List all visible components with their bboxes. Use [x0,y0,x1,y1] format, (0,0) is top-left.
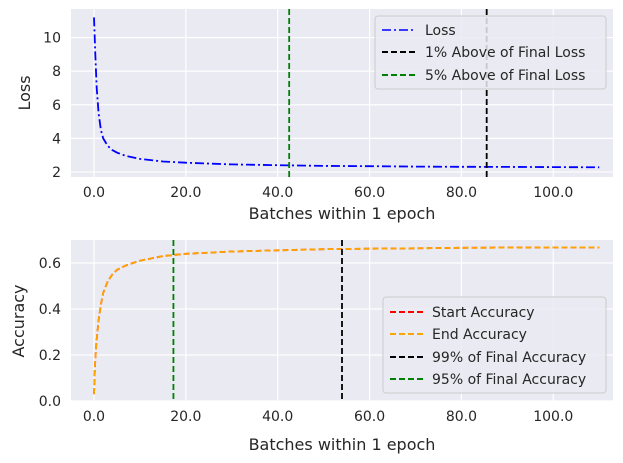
loss-x-tick-label: 80.0 [446,185,477,201]
loss-legend-label-loss: Loss [425,23,456,39]
loss-x-axis-label: Batches within 1 epoch [249,204,436,223]
loss-legend-box [374,15,607,90]
accuracy-subplot: 0.0 20.0 40.0 60.0 80.0 100.0 0.0 0.2 0.4 0.6 Ba… [9,240,613,454]
loss-y-tick-label: 4 [52,131,61,147]
loss-subplot: 0.0 20.0 40.0 60.0 80.0 100.0 2 4 6 8 10 Batches … [15,9,613,223]
loss-legend: Loss 1% Above of Final Loss 5% Above of … [374,15,607,90]
loss-x-tick-label: 0.0 [83,185,105,201]
loss-legend-label-5pct: 5% Above of Final Loss [425,68,585,84]
accuracy-legend-label-99pct: 99% of Final Accuracy [432,350,586,366]
loss-series-line-0 [93,17,600,169]
loss-x-tick-label: 40.0 [262,185,293,201]
loss-y-tick-label: 6 [52,98,61,114]
accuracy-x-tick-label: 40.0 [262,409,293,425]
accuracy-x-tick-label: 80.0 [446,409,477,425]
loss-y-axis-label: Loss [15,75,34,110]
accuracy-series-layer [93,246,600,395]
loss-x-ticks: 0.0 20.0 40.0 60.0 80.0 100.0 [83,185,574,201]
accuracy-legend-box [382,296,607,394]
loss-series-layer [93,17,600,169]
accuracy-y-tick-label: 0.0 [39,394,61,410]
accuracy-legend: Start Accuracy End Accuracy 99% of Final… [382,296,607,394]
accuracy-x-tick-label: 0.0 [83,409,105,425]
accuracy-x-tick-label: 20.0 [170,409,201,425]
accuracy-y-tick-label: 0.6 [39,256,61,272]
accuracy-x-ticks: 0.0 20.0 40.0 60.0 80.0 100.0 [83,409,574,425]
loss-y-tick-label: 10 [43,31,61,47]
loss-x-tick-label: 100.0 [533,185,573,201]
loss-y-ticks: 2 4 6 8 10 [43,31,61,181]
accuracy-series-line-1 [93,246,600,395]
accuracy-y-tick-label: 0.4 [39,302,61,318]
accuracy-x-tick-label: 100.0 [533,409,573,425]
loss-legend-label-1pct: 1% Above of Final Loss [425,45,585,61]
accuracy-y-tick-label: 0.2 [39,348,61,364]
accuracy-y-ticks: 0.0 0.2 0.4 0.6 [39,256,61,410]
accuracy-legend-label-end: End Accuracy [432,327,527,343]
accuracy-legend-label-95pct: 95% of Final Accuracy [432,372,586,388]
loss-x-tick-label: 20.0 [170,185,201,201]
accuracy-x-axis-label: Batches within 1 epoch [249,435,436,454]
loss-x-tick-label: 60.0 [354,185,385,201]
accuracy-legend-label-start: Start Accuracy [432,305,535,321]
accuracy-x-tick-label: 60.0 [354,409,385,425]
loss-y-tick-label: 2 [52,165,61,181]
accuracy-y-axis-label: Accuracy [9,284,28,357]
loss-y-tick-label: 8 [52,64,61,80]
